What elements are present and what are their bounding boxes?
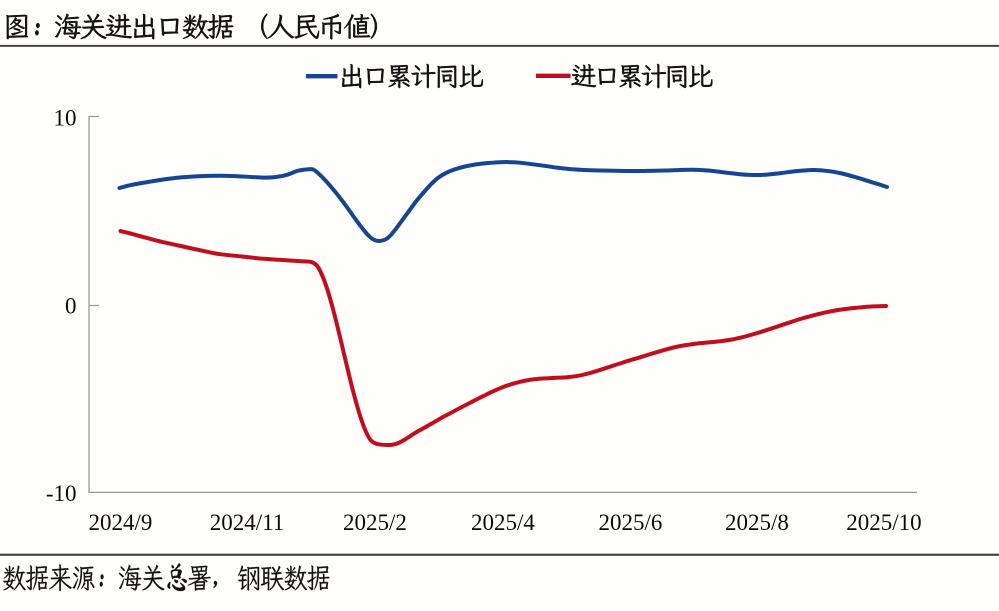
svg-text:2025/2: 2025/2 [343, 510, 407, 535]
svg-text:2025/6: 2025/6 [599, 510, 663, 535]
svg-text:0: 0 [65, 294, 77, 319]
svg-text:10: 10 [54, 106, 77, 131]
svg-text:-10: -10 [46, 481, 77, 506]
svg-text:2024/9: 2024/9 [89, 510, 153, 535]
svg-text:2025/4: 2025/4 [471, 510, 535, 535]
svg-text:2025/10: 2025/10 [846, 510, 921, 535]
svg-text:2024/11: 2024/11 [210, 510, 285, 535]
svg-text:2025/8: 2025/8 [725, 510, 789, 535]
